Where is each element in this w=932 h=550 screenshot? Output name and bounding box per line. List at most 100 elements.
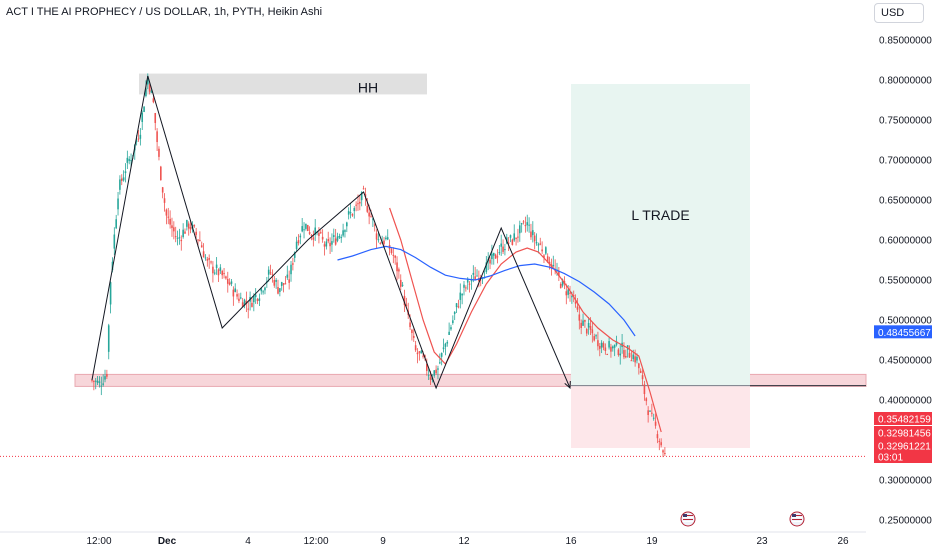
candle-body <box>526 222 529 226</box>
candle <box>630 351 633 362</box>
candle-body <box>306 224 309 231</box>
flag-stripe <box>683 521 693 522</box>
candle <box>598 343 601 357</box>
candle-body <box>303 229 305 231</box>
candle <box>187 221 190 236</box>
price-tick-label: 0.60000000 <box>879 236 932 247</box>
candle-body <box>126 157 129 163</box>
candle <box>344 229 346 238</box>
candle-body <box>639 370 642 373</box>
candle-body <box>312 237 315 240</box>
candle-body <box>409 322 411 328</box>
candle <box>347 207 350 220</box>
candle <box>628 345 631 358</box>
candle-body <box>137 138 140 140</box>
candle-body <box>288 279 290 283</box>
candle-body <box>403 295 406 306</box>
candle <box>299 233 302 245</box>
time-tick-label: 23 <box>756 536 768 547</box>
candle-body <box>580 322 582 328</box>
candle <box>338 233 341 240</box>
candle-body <box>344 230 346 232</box>
candle-body <box>585 328 588 334</box>
candle <box>608 337 610 350</box>
candle <box>236 289 238 300</box>
candle-body <box>502 246 504 252</box>
candle <box>126 150 129 169</box>
candle <box>664 447 666 456</box>
candle-body <box>327 239 330 242</box>
candle-body <box>141 112 144 122</box>
candle <box>176 230 179 246</box>
candle-body <box>273 280 276 286</box>
candle <box>253 293 255 312</box>
candle <box>606 353 609 356</box>
candle <box>215 257 218 275</box>
candle-body <box>652 417 655 419</box>
candle <box>305 223 307 231</box>
time-tick-label: 16 <box>565 536 577 547</box>
candle-body <box>230 281 233 284</box>
candle-body <box>113 234 116 249</box>
candle-body <box>466 278 469 283</box>
time-tick-label: 12 <box>458 536 470 547</box>
candle-body <box>197 239 199 241</box>
candle <box>115 214 117 230</box>
candle-body <box>587 323 590 328</box>
candle-body <box>641 375 644 380</box>
candle <box>288 270 290 290</box>
candle <box>662 449 664 458</box>
candle-body <box>180 239 183 242</box>
candle-body <box>414 345 417 351</box>
candle-body <box>452 320 454 324</box>
candle <box>219 264 222 274</box>
candle <box>286 265 289 280</box>
currency-button[interactable]: USD <box>874 3 924 23</box>
flag-stripe <box>683 517 693 518</box>
badge-bg <box>874 426 932 439</box>
candle <box>217 268 220 283</box>
candle <box>230 279 233 287</box>
candle-body <box>325 241 328 247</box>
candle-body <box>279 288 281 292</box>
candle <box>323 241 326 256</box>
candle-body <box>450 327 452 330</box>
candle-body <box>305 223 307 229</box>
candle <box>329 237 331 255</box>
candle <box>156 128 158 151</box>
candle <box>649 409 651 412</box>
candle-body <box>396 262 398 272</box>
candle-body <box>576 306 579 310</box>
candle <box>223 268 225 279</box>
candle-body <box>199 239 201 241</box>
candle-body <box>600 342 603 348</box>
candle <box>610 343 612 358</box>
candle <box>394 254 396 265</box>
candle <box>342 223 344 238</box>
candle <box>238 293 240 304</box>
candle <box>623 342 625 360</box>
candle <box>559 282 562 289</box>
candle <box>120 174 123 186</box>
candle-body <box>437 368 439 370</box>
candle-body <box>120 178 123 181</box>
candle <box>96 375 99 386</box>
trade-label: L TRADE <box>631 207 689 223</box>
candle-body <box>386 237 389 240</box>
candle <box>141 110 144 130</box>
candle <box>619 344 622 365</box>
candle <box>504 243 506 256</box>
candle-body <box>122 177 125 181</box>
candle <box>535 233 538 246</box>
candle-body <box>368 212 370 217</box>
candle-body <box>360 192 363 201</box>
candle <box>213 269 216 276</box>
candle-body <box>610 346 612 352</box>
flag-icon <box>789 511 805 527</box>
candle-body <box>163 198 166 203</box>
candle <box>585 327 588 337</box>
candle-body <box>392 254 395 256</box>
candle <box>595 334 597 340</box>
candle-body <box>628 352 631 358</box>
